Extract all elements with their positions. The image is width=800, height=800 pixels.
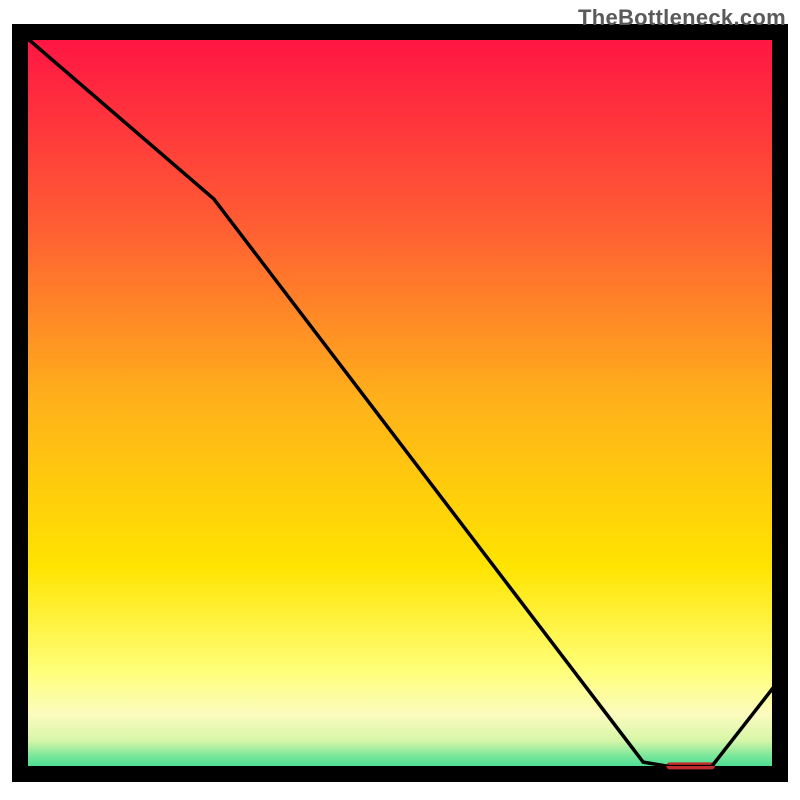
gradient-background <box>20 32 780 774</box>
chart-container: TheBottleneck.com <box>0 0 800 800</box>
bottleneck-chart <box>0 0 800 800</box>
watermark-text: TheBottleneck.com <box>578 5 786 31</box>
